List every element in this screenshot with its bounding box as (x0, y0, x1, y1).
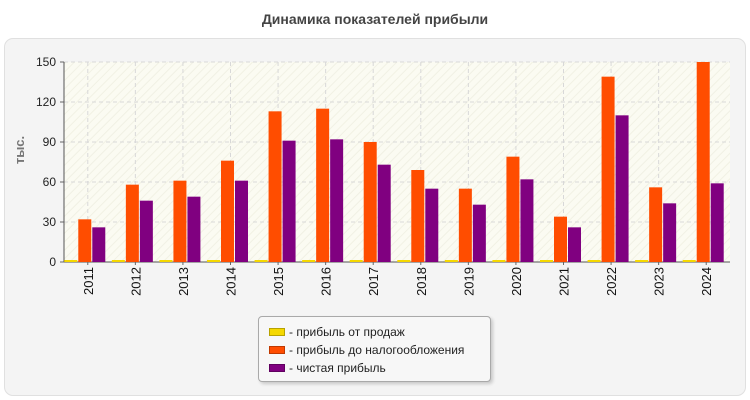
bar-sales-profit (159, 260, 173, 262)
bar-net-profit (92, 227, 106, 262)
bar-sales-profit (587, 260, 601, 262)
x-tick-label: 2017 (366, 267, 381, 296)
bar-net-profit (710, 183, 724, 262)
bar-pretax-profit (316, 108, 330, 263)
legend-swatch-sales-profit (269, 328, 285, 336)
bar-sales-profit (444, 260, 458, 262)
x-tick-label: 2021 (557, 267, 572, 296)
x-tick-label: 2022 (604, 267, 619, 296)
bar-pretax-profit (268, 111, 282, 262)
legend-label-net-profit: - чистая прибыль (289, 361, 386, 375)
bar-sales-profit (111, 260, 125, 262)
x-tick-label: 2020 (509, 267, 524, 296)
legend-swatch-pretax-profit (269, 346, 285, 354)
bar-pretax-profit (506, 156, 520, 262)
x-tick-label: 2011 (81, 267, 96, 295)
bar-pretax-profit (649, 187, 663, 262)
x-tick-label: 2015 (271, 267, 286, 296)
bar-pretax-profit (363, 142, 377, 262)
x-tick-label: 2024 (699, 267, 714, 296)
legend: - прибыль от продаж - прибыль до налогоо… (258, 316, 491, 382)
y-axis-label: тыс. (12, 136, 27, 164)
bar-pretax-profit (125, 184, 139, 262)
bar-pretax-profit (221, 160, 234, 262)
y-tick-label: 150 (36, 55, 56, 69)
y-tick-label: 90 (43, 135, 57, 149)
y-tick-label: 0 (49, 255, 56, 269)
bar-sales-profit (492, 260, 506, 262)
bar-sales-profit (349, 260, 363, 262)
x-tick-label: 2012 (128, 267, 143, 296)
x-tick-label: 2014 (224, 267, 239, 296)
legend-swatch-net-profit (269, 364, 285, 372)
bar-sales-profit (540, 260, 553, 262)
bar-net-profit (139, 200, 153, 262)
bar-pretax-profit (78, 219, 92, 262)
y-tick-label: 30 (43, 215, 57, 229)
y-tick-label: 120 (36, 95, 56, 109)
bar-pretax-profit (173, 180, 187, 262)
bar-net-profit (472, 204, 486, 262)
bar-net-profit (377, 164, 391, 262)
bar-net-profit (187, 196, 201, 262)
bar-sales-profit (254, 260, 268, 262)
legend-item-sales-profit: - прибыль от продаж (269, 323, 490, 341)
bar-net-profit (615, 115, 629, 262)
bar-net-profit (520, 179, 534, 262)
legend-label-pretax-profit: - прибыль до налогообложения (289, 343, 465, 357)
x-tick-label: 2016 (319, 267, 334, 296)
x-tick-label: 2023 (652, 267, 667, 296)
x-tick-label: 2013 (176, 267, 191, 296)
plot-area (64, 62, 730, 262)
bar-net-profit (425, 188, 439, 262)
legend-item-net-profit: - чистая прибыль (269, 359, 490, 377)
bar-sales-profit (397, 260, 411, 262)
bar-net-profit (235, 180, 248, 262)
chart-title: Динамика показателей прибыли (261, 11, 489, 27)
bar-net-profit (330, 139, 344, 262)
bar-sales-profit (682, 260, 696, 262)
bar-pretax-profit (554, 216, 567, 262)
x-tick-label: 2018 (414, 267, 429, 296)
bar-sales-profit (64, 260, 78, 262)
bar-pretax-profit (411, 170, 425, 262)
bar-sales-profit (635, 260, 649, 262)
legend-label-sales-profit: - прибыль от продаж (289, 325, 405, 339)
x-tick-label: 2019 (461, 267, 476, 296)
bar-net-profit (282, 140, 296, 262)
legend-item-pretax-profit: - прибыль до налогообложения (269, 341, 490, 359)
bar-pretax-profit (601, 76, 615, 263)
bar-sales-profit (207, 260, 220, 262)
bar-net-profit (663, 203, 677, 262)
bar-net-profit (568, 227, 581, 262)
y-tick-label: 60 (43, 175, 57, 189)
bar-sales-profit (302, 260, 316, 262)
bar-pretax-profit (696, 62, 710, 262)
bar-pretax-profit (458, 188, 472, 262)
